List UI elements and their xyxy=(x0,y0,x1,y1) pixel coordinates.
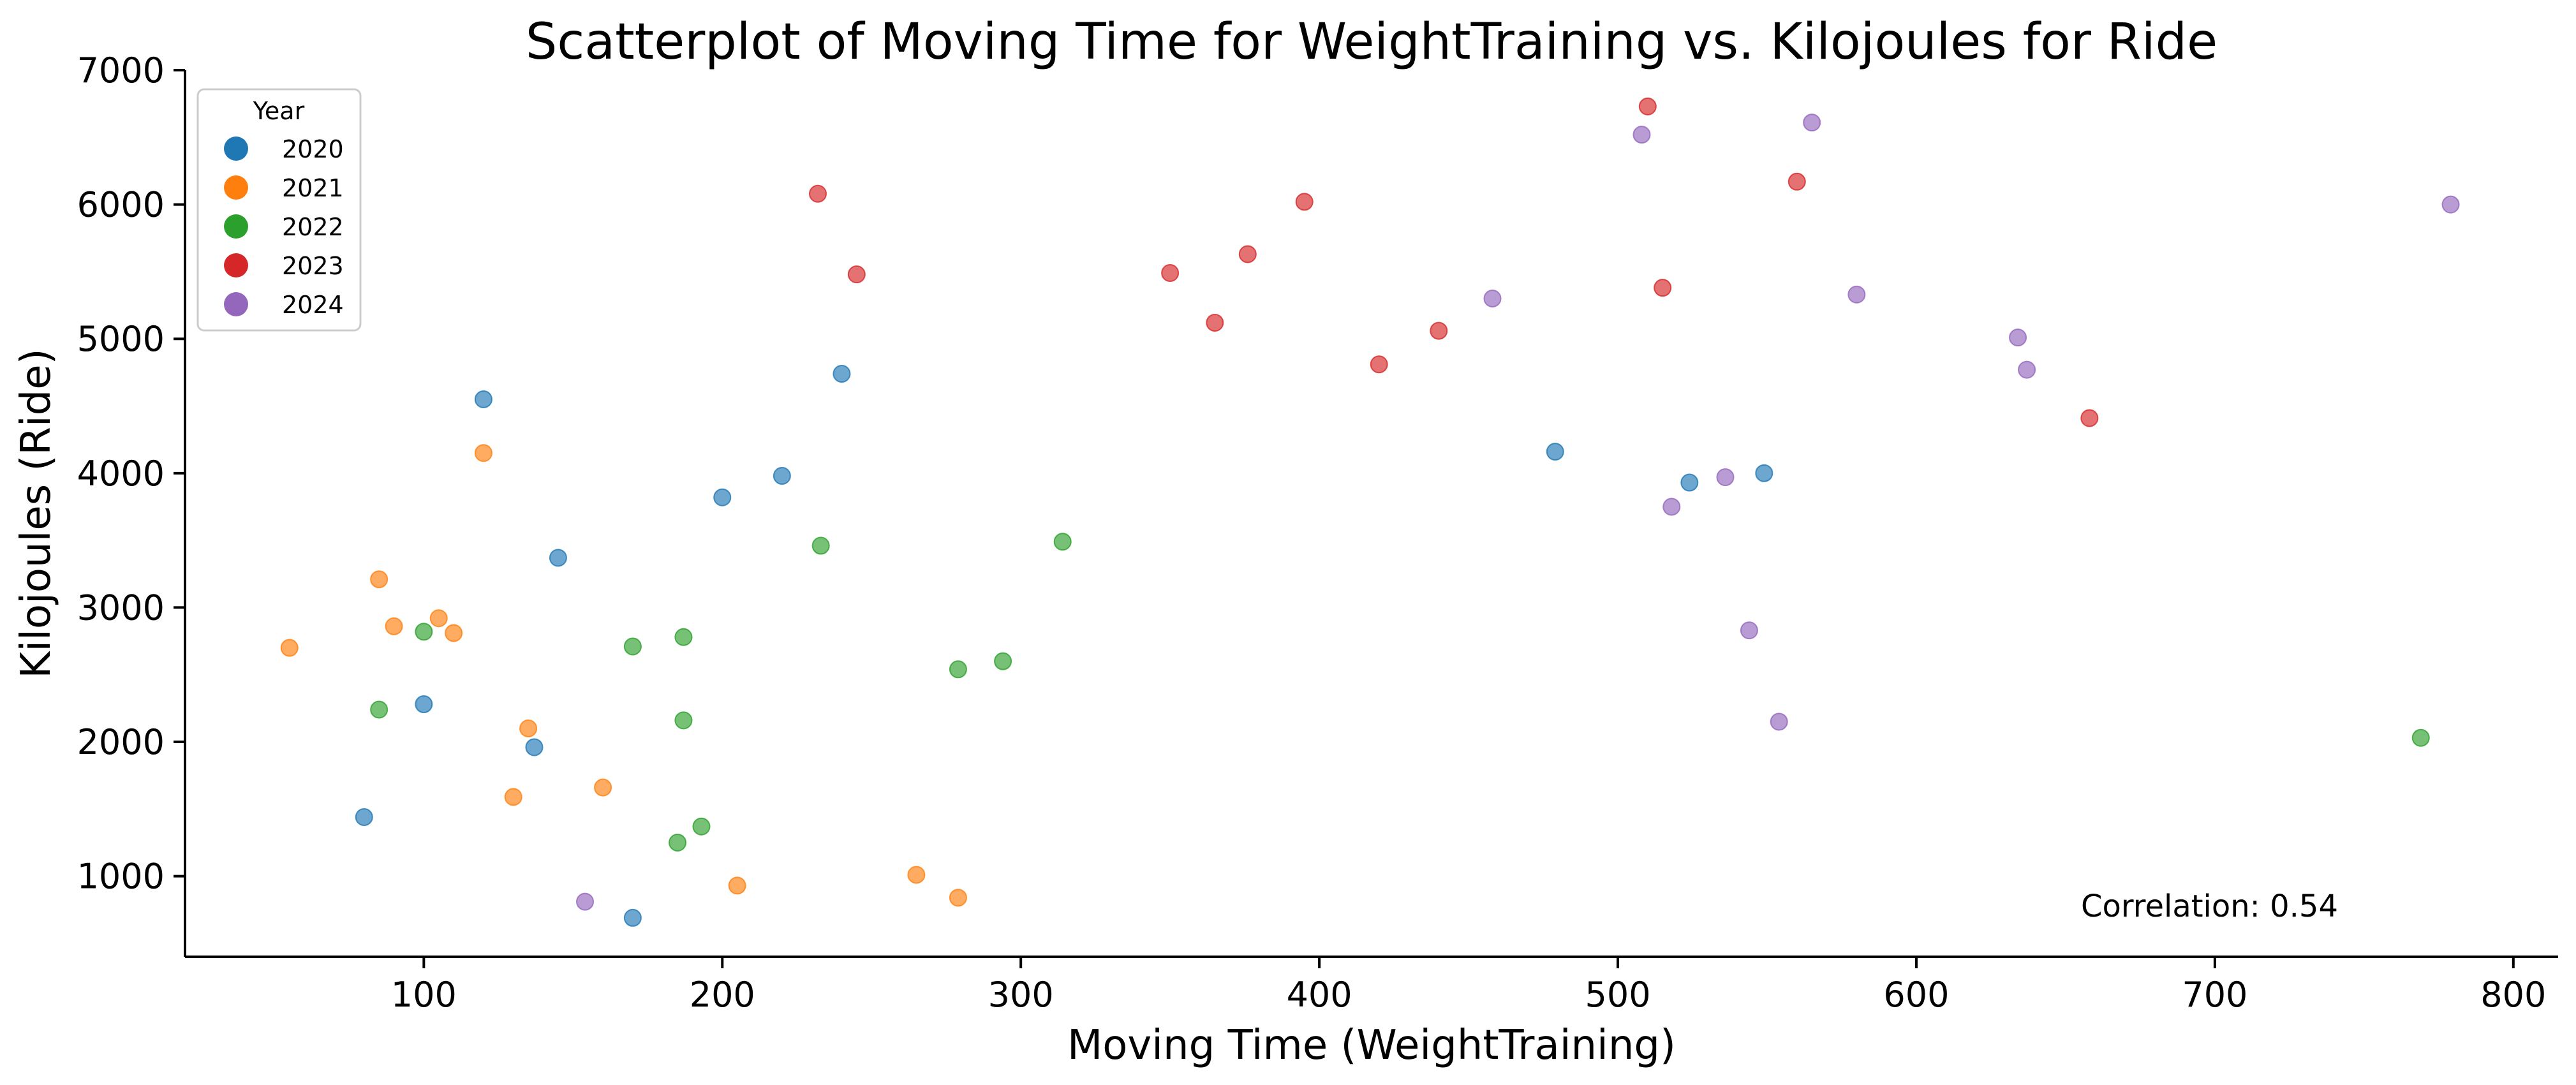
data-point-2023 xyxy=(809,184,827,203)
data-point-2021 xyxy=(519,719,538,737)
legend-marker-2020 xyxy=(224,137,248,161)
data-point-2022 xyxy=(415,623,433,641)
data-point-2020 xyxy=(773,467,791,485)
data-point-2020 xyxy=(623,908,642,927)
data-point-2021 xyxy=(429,609,448,628)
data-point-2022 xyxy=(949,660,967,679)
x-tick-label: 800 xyxy=(2480,975,2546,1015)
data-point-2020 xyxy=(1546,443,1564,461)
data-point-2024 xyxy=(1662,498,1681,516)
data-point-2022 xyxy=(692,817,711,836)
data-point-2024 xyxy=(2441,195,2460,214)
data-point-2020 xyxy=(525,738,544,757)
data-point-2020 xyxy=(355,808,373,826)
data-point-2024 xyxy=(2009,328,2027,347)
data-point-2020 xyxy=(474,390,492,408)
chart-title: Scatterplot of Moving Time for WeightTra… xyxy=(526,13,2217,71)
data-point-2023 xyxy=(1654,279,1672,297)
data-point-2024 xyxy=(1483,290,1502,308)
data-point-2023 xyxy=(1788,172,1806,191)
x-axis-ticks: 100 200 300 400 500 600 700 800 xyxy=(391,957,2546,1015)
legend-title: Year xyxy=(253,97,305,125)
data-point-2021 xyxy=(445,624,463,642)
data-point-2022 xyxy=(674,628,693,646)
data-point-2023 xyxy=(1430,321,1448,340)
y-tick-label: 1000 xyxy=(77,857,165,897)
data-point-2021 xyxy=(385,617,403,635)
x-tick-label: 300 xyxy=(988,975,1054,1015)
data-point-2020 xyxy=(415,695,433,714)
data-point-2021 xyxy=(949,889,967,907)
data-point-2021 xyxy=(280,638,299,657)
legend-marker-2022 xyxy=(224,214,248,239)
y-axis-label: Kilojoules (Ride) xyxy=(13,348,60,678)
legend-label-2021: 2021 xyxy=(282,174,344,202)
data-point-2022 xyxy=(669,833,687,852)
data-point-2024 xyxy=(1632,126,1651,144)
x-tick-label: 200 xyxy=(690,975,755,1015)
data-point-2022 xyxy=(2411,728,2430,747)
data-point-2022 xyxy=(370,700,389,719)
data-point-2023 xyxy=(1161,264,1180,283)
x-tick-label: 600 xyxy=(1883,975,1949,1015)
legend: Year 2020 2021 2022 2023 2024 xyxy=(196,88,362,332)
y-tick-label: 6000 xyxy=(77,185,165,225)
data-point-2022 xyxy=(994,652,1012,670)
x-tick-label: 400 xyxy=(1287,975,1352,1015)
correlation-annotation: Correlation: 0.54 xyxy=(2081,889,2338,924)
legend-items: 2020 2021 2022 2023 2024 xyxy=(224,135,344,319)
y-axis-ticks: 1000 2000 3000 4000 5000 6000 7000 xyxy=(77,50,185,897)
data-point-2024 xyxy=(1740,621,1758,640)
data-point-2024 xyxy=(1803,114,1821,132)
data-point-2020 xyxy=(713,488,732,506)
plot-area xyxy=(280,97,2460,927)
legend-label-2020: 2020 xyxy=(282,135,344,163)
data-point-2022 xyxy=(811,536,830,555)
data-point-2023 xyxy=(1206,313,1224,332)
data-point-2021 xyxy=(474,444,492,462)
data-point-2021 xyxy=(907,866,926,884)
data-point-2024 xyxy=(2018,360,2036,379)
x-tick-label: 100 xyxy=(391,975,457,1015)
data-point-2024 xyxy=(1770,712,1788,731)
data-point-2021 xyxy=(504,788,522,806)
data-point-2023 xyxy=(1638,97,1657,115)
data-point-2023 xyxy=(1370,355,1388,374)
data-point-2020 xyxy=(1680,473,1699,492)
x-axis-label: Moving Time (WeightTraining) xyxy=(1067,1022,1676,1069)
data-point-2023 xyxy=(1295,193,1314,211)
data-point-2023 xyxy=(847,265,866,284)
y-tick-label: 5000 xyxy=(77,319,165,359)
legend-label-2023: 2023 xyxy=(282,252,344,280)
data-point-2021 xyxy=(594,778,612,797)
data-point-2022 xyxy=(623,637,642,656)
data-point-2020 xyxy=(833,364,851,383)
data-point-2021 xyxy=(728,876,746,895)
legend-label-2022: 2022 xyxy=(282,213,344,241)
legend-label-2024: 2024 xyxy=(282,291,344,319)
legend-marker-2024 xyxy=(224,292,248,316)
y-tick-label: 4000 xyxy=(77,454,165,494)
legend-marker-2023 xyxy=(224,253,248,277)
x-tick-label: 500 xyxy=(1585,975,1650,1015)
data-point-2020 xyxy=(1755,464,1773,482)
y-tick-label: 3000 xyxy=(77,587,165,628)
y-tick-label: 7000 xyxy=(77,50,165,91)
data-point-2024 xyxy=(576,892,595,911)
data-point-2024 xyxy=(1716,468,1735,487)
data-point-2023 xyxy=(2080,409,2099,427)
x-tick-label: 700 xyxy=(2182,975,2247,1015)
y-tick-label: 2000 xyxy=(77,722,165,762)
data-point-2022 xyxy=(1053,533,1072,551)
data-point-2021 xyxy=(370,570,389,589)
data-point-2022 xyxy=(674,711,693,730)
data-point-2020 xyxy=(549,549,567,567)
data-point-2023 xyxy=(1238,245,1257,263)
legend-marker-2021 xyxy=(224,175,248,200)
data-point-2024 xyxy=(1847,285,1866,304)
